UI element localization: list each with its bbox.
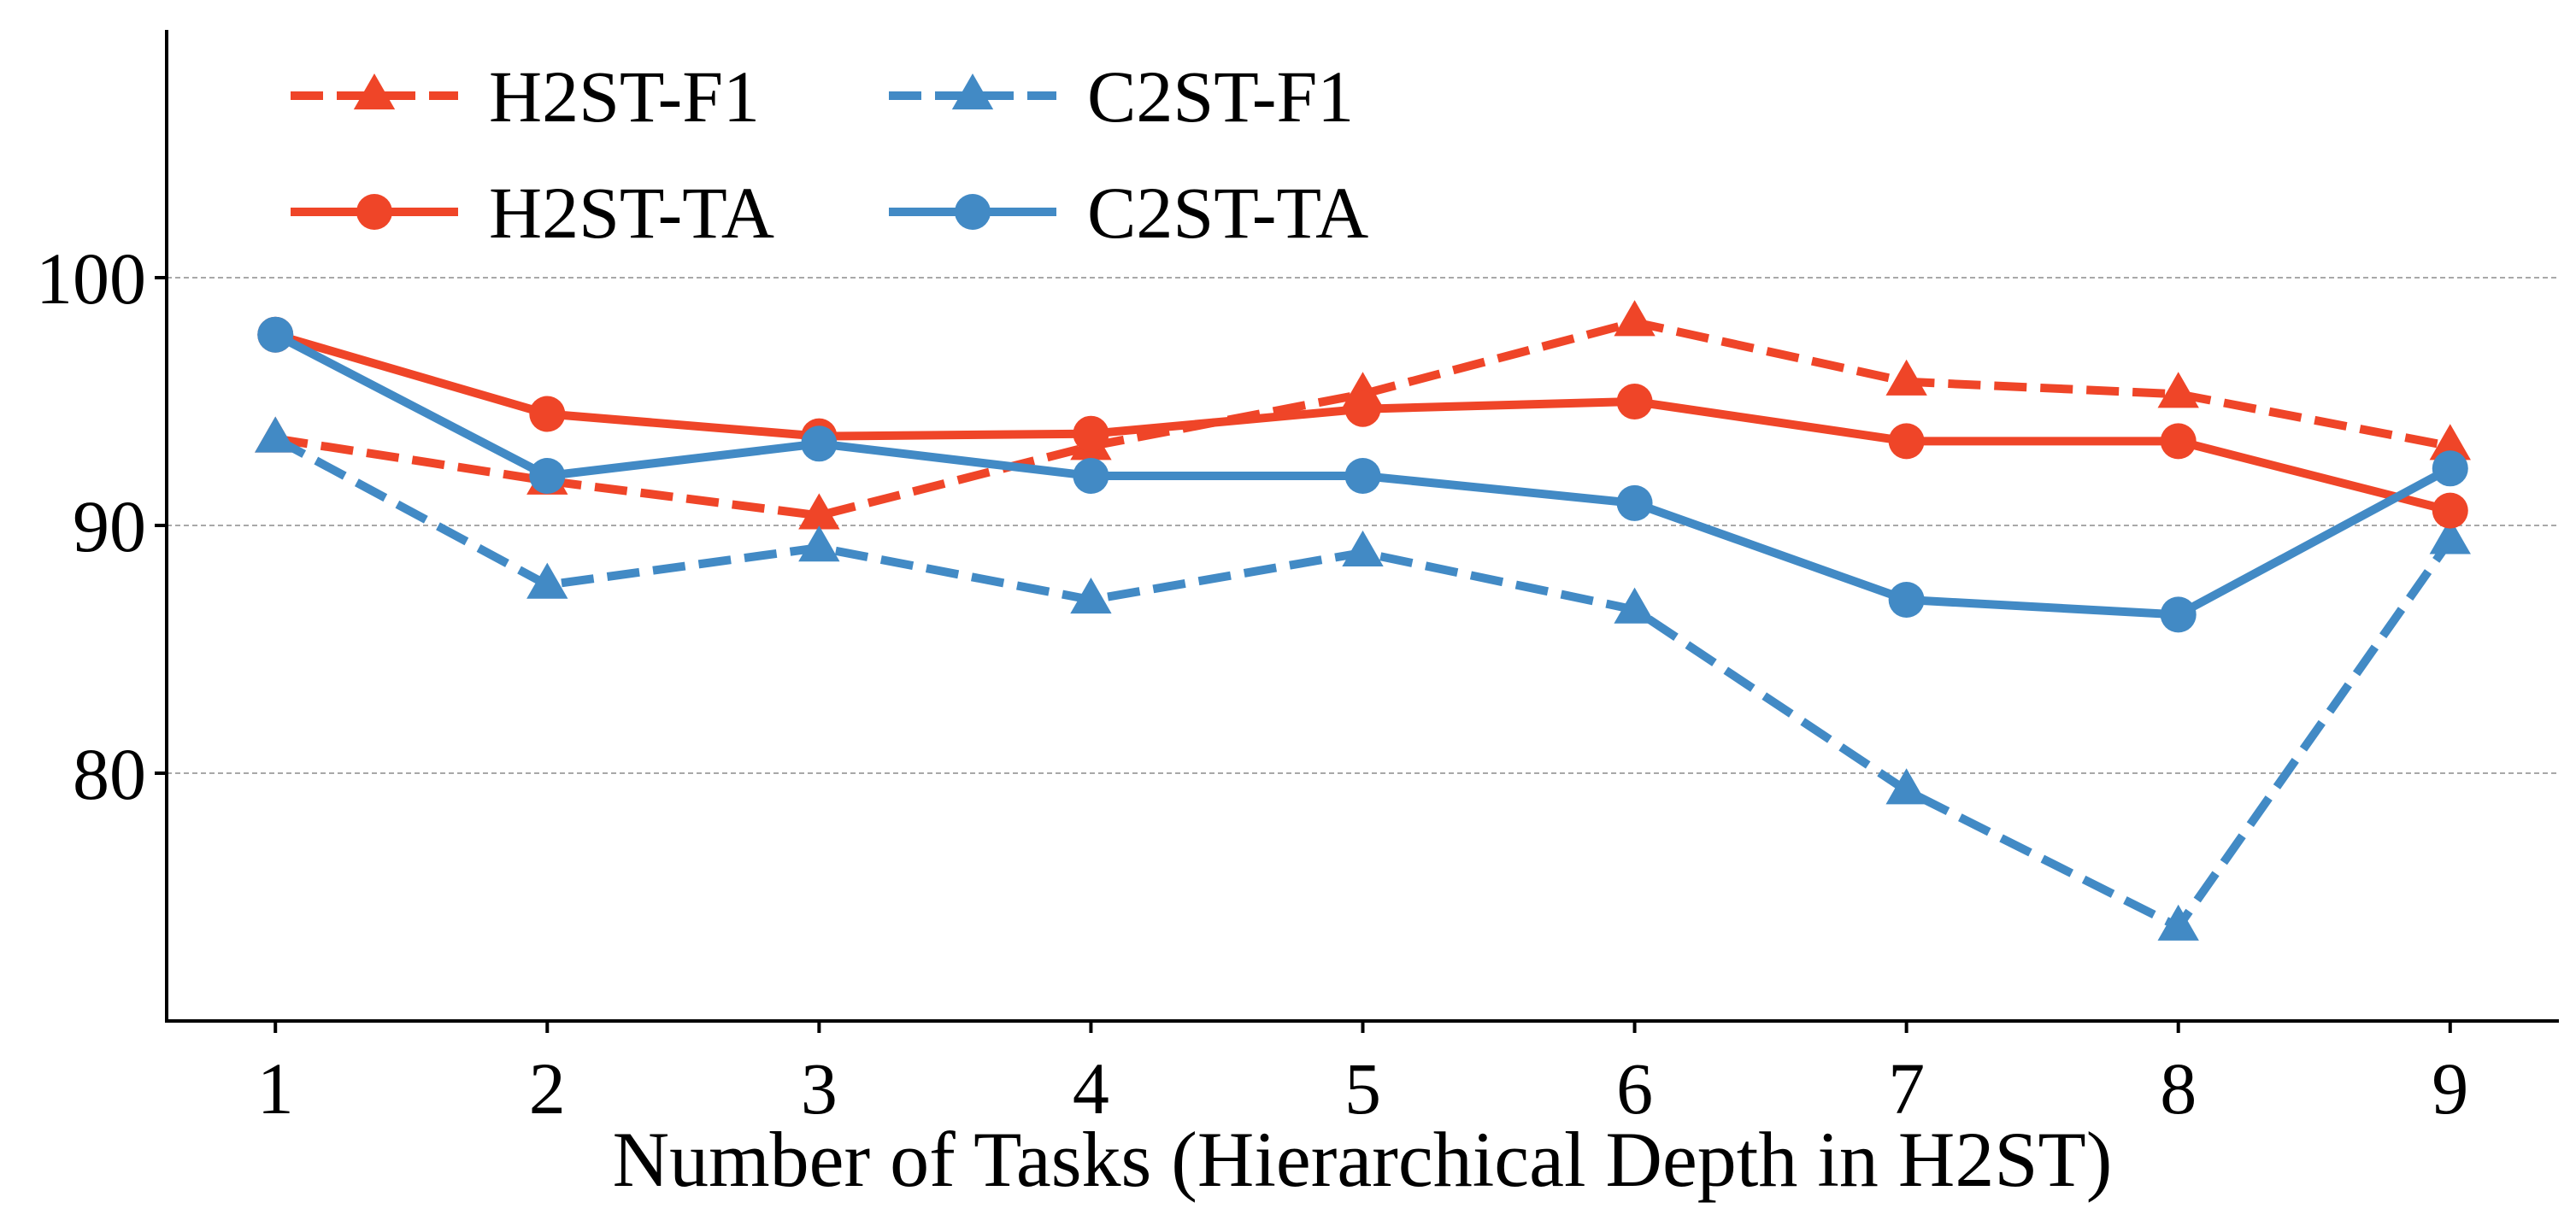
data-point-c2st-ta-x3: [801, 425, 838, 462]
ticks: 80 90 100 1 2 3 4 5 6 7 8 9: [36, 238, 2468, 1129]
legend: H2ST-F1 C2ST-F1 H2ST-TA C2ST-TA: [291, 56, 1368, 254]
x-tick-label-8: 8: [2160, 1047, 2197, 1129]
data-point-h2st-ta-x6: [1616, 384, 1653, 419]
data-point-c2st-ta-x9: [2432, 450, 2468, 487]
x-tick-label-7: 7: [1888, 1047, 1925, 1129]
data-point-c2st-f1-x8: [2157, 904, 2199, 941]
legend-marker-c2st-f1: [951, 73, 994, 110]
data-point-h2st-f1-x3: [798, 493, 840, 530]
data-point-c2st-f1-x7: [1885, 768, 1927, 805]
data-point-c2st-f1-x5: [1342, 530, 1384, 567]
data-point-c2st-ta-x2: [529, 458, 566, 494]
legend-label-h2st-f1: H2ST-F1: [489, 56, 760, 138]
series-line-c2st-f1: [273, 435, 2454, 931]
data-point-h2st-ta-x8: [2160, 423, 2197, 460]
x-axis-label: Number of Tasks (Hierarchical Depth in H…: [613, 1116, 2113, 1203]
data-point-h2st-f1-x9: [2429, 424, 2471, 461]
legend-marker-c2st-ta: [955, 194, 991, 230]
x-tick-label-2: 2: [529, 1047, 566, 1129]
series-h2st-ta: [257, 316, 2468, 529]
legend-marker-h2st-ta: [356, 194, 392, 230]
data-point-c2st-f1-x1: [255, 416, 297, 453]
series-c2st-ta: [257, 316, 2468, 633]
data-point-c2st-f1-x4: [1070, 578, 1112, 614]
legend-marker-h2st-f1: [353, 73, 396, 110]
data-point-c2st-ta-x7: [1888, 582, 1925, 618]
legend-entry-h2st-ta: H2ST-TA: [291, 172, 774, 254]
legend-label-c2st-f1: C2ST-F1: [1087, 56, 1354, 138]
data-point-h2st-f1-x8: [2157, 372, 2199, 408]
data-point-c2st-ta-x1: [257, 316, 294, 353]
data-point-c2st-f1-x9: [2429, 518, 2471, 554]
gridlines: [167, 277, 2559, 774]
x-tick-label-1: 1: [257, 1047, 294, 1129]
x-tick-label-5: 5: [1344, 1047, 1381, 1129]
data-point-h2st-ta-x5: [1344, 390, 1381, 427]
data-point-h2st-ta-x4: [1073, 415, 1109, 452]
data-point-h2st-ta-x2: [529, 396, 566, 432]
data-point-h2st-f1-x6: [1614, 300, 1656, 337]
data-point-c2st-ta-x4: [1073, 458, 1109, 494]
legend-label-c2st-ta: C2ST-TA: [1087, 172, 1368, 254]
legend-entry-c2st-ta: C2ST-TA: [889, 172, 1368, 254]
data-point-h2st-f1-x7: [1885, 359, 1927, 396]
legend-entry-c2st-f1: C2ST-F1: [889, 56, 1354, 138]
legend-entry-h2st-f1: H2ST-F1: [291, 56, 760, 138]
x-tick-label-6: 6: [1616, 1047, 1653, 1129]
x-tick-label-4: 4: [1073, 1047, 1109, 1129]
data-point-c2st-ta-x8: [2160, 596, 2197, 633]
y-tick-label-100: 100: [36, 238, 146, 320]
data-point-h2st-ta-x9: [2432, 492, 2468, 529]
legend-label-h2st-ta: H2ST-TA: [489, 172, 774, 254]
series-line-h2st-f1: [274, 318, 2451, 520]
x-tick-label-9: 9: [2432, 1047, 2468, 1129]
x-tick-label-3: 3: [801, 1047, 838, 1129]
y-tick-label-80: 80: [73, 733, 146, 815]
data-point-c2st-f1-x2: [526, 562, 568, 599]
series-c2st-f1: [255, 416, 2471, 941]
data-point-c2st-f1-x6: [1614, 587, 1656, 624]
data-point-c2st-ta-x5: [1344, 458, 1381, 494]
data-point-h2st-ta-x7: [1888, 423, 1925, 460]
y-tick-label-90: 90: [73, 485, 146, 567]
data-point-c2st-f1-x3: [798, 525, 840, 562]
series: [255, 300, 2471, 941]
data-point-c2st-ta-x6: [1616, 484, 1653, 521]
